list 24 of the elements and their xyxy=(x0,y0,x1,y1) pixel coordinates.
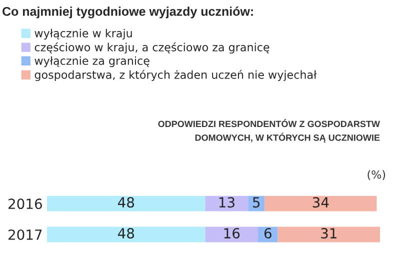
bar xyxy=(47,196,206,212)
y-tick-label: 2016 xyxy=(8,198,42,210)
data-label: 31 xyxy=(321,228,336,239)
data-label: 48 xyxy=(118,197,134,208)
bar xyxy=(278,226,380,242)
y-tick-label: 2017 xyxy=(8,229,42,240)
bar xyxy=(47,226,206,242)
legend-label: gospodarstwa, z których żaden uczeń nie wyjechał xyxy=(34,70,317,82)
bar xyxy=(248,196,265,212)
legend-label: częściowo w kraju, a częściowo za granicę xyxy=(34,42,270,54)
text: (%) xyxy=(368,170,386,180)
data-label: 6 xyxy=(264,228,272,239)
chart-subtitle: ODPOWIEDZI RESPONDENTÓW Z GOSPODARSTW DOMOWYCH, W KTÓRYCH SĄ UCZNIOWIE xyxy=(158,119,380,143)
data-label: 48 xyxy=(118,228,134,239)
bar xyxy=(205,196,248,212)
bar xyxy=(264,196,377,212)
data-label: 16 xyxy=(224,228,240,239)
bar xyxy=(205,226,258,242)
legend-label: wyłącznie za granicę xyxy=(34,56,150,68)
data-label: 34 xyxy=(312,197,329,208)
chart-title: Co najmniej tygodniowe wyjazdy uczniów: xyxy=(2,6,253,18)
legend-label: wyłącznie w kraju xyxy=(34,28,132,40)
data-label: 5 xyxy=(253,197,260,208)
data-label: 13 xyxy=(219,197,234,208)
